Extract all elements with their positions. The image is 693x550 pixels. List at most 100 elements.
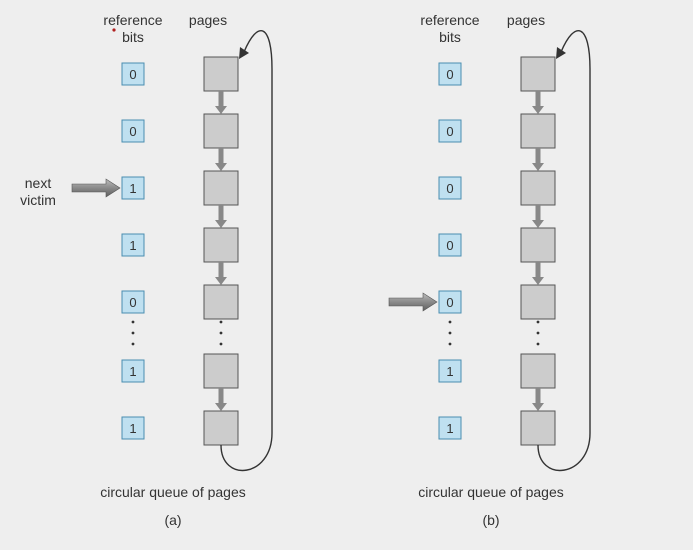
- reference-bit-box: [121, 416, 145, 440]
- reference-bit-box: [438, 416, 462, 440]
- reference-bit-box: [121, 176, 145, 200]
- next-page-arrow-head: [532, 277, 544, 285]
- reference-bit-box: [438, 62, 462, 86]
- reference-bit-value: 1: [446, 364, 453, 379]
- panel-label: (a): [164, 512, 181, 528]
- caption: circular queue of pages: [418, 484, 564, 500]
- reference-bit-box: [438, 119, 462, 143]
- next-page-arrow-head: [215, 403, 227, 411]
- reference-bits-column: 0 0 1 1 0 1 1: [121, 62, 145, 440]
- next-page-arrow-shaft: [218, 262, 224, 278]
- loop-arrowhead: [239, 47, 249, 59]
- ellipsis-dot: [131, 331, 135, 335]
- ellipsis-dot: [536, 331, 540, 335]
- reference-bit-value: 1: [129, 238, 136, 253]
- reference-bits-column: 0 0 0 0 0 1 1: [438, 62, 462, 440]
- page-box: [203, 56, 239, 92]
- pages-header: pages: [189, 12, 227, 28]
- reference-bit-value: 1: [129, 421, 136, 436]
- page-box: [203, 170, 239, 206]
- next-victim-pointer: [71, 178, 121, 198]
- reference-bit-box: [121, 290, 145, 314]
- clock-hand-arrow: [388, 292, 438, 312]
- ellipsis-dot: [448, 320, 452, 324]
- next-page-arrow-shaft: [535, 91, 541, 107]
- page-box: [520, 353, 556, 389]
- page-box: [520, 410, 556, 446]
- panel-a: reference bits pages 0 0 1 1 0 1 1 next victim…: [20, 12, 273, 528]
- reference-bit-value: 1: [129, 364, 136, 379]
- next-page-arrow-head: [215, 220, 227, 228]
- reference-bit-box: [121, 359, 145, 383]
- ellipsis-dot: [131, 342, 135, 346]
- reference-bit-value: 1: [129, 181, 136, 196]
- circular-queue-loop: [220, 30, 273, 472]
- ellipsis-dot: [219, 331, 223, 335]
- circular-queue-loop: [537, 30, 591, 472]
- page-box: [520, 227, 556, 263]
- next-page-arrow-head: [532, 106, 544, 114]
- ellipsis-dot: [536, 320, 540, 324]
- next-page-arrow-head: [215, 163, 227, 171]
- page-box: [203, 410, 239, 446]
- next-page-arrow-shaft: [535, 148, 541, 164]
- panel-b: reference bits pages 0 0 0 0 0 1 1 circular qu…: [388, 12, 591, 528]
- bits-header: bits: [439, 29, 461, 45]
- next-page-arrow-head: [215, 106, 227, 114]
- next-page-arrow-shaft: [218, 148, 224, 164]
- reference-header: reference: [420, 12, 479, 28]
- reference-bit-box: [121, 233, 145, 257]
- next-page-arrow-shaft: [218, 91, 224, 107]
- page-box: [520, 284, 556, 320]
- ellipsis-dot: [219, 342, 223, 346]
- next-page-arrow-shaft: [218, 388, 224, 404]
- victim-label: victim: [20, 192, 56, 208]
- reference-bit-box: [438, 176, 462, 200]
- next-page-arrow-shaft: [218, 205, 224, 221]
- reference-bit-box: [438, 359, 462, 383]
- next-page-arrow-head: [532, 220, 544, 228]
- pages-column: [203, 30, 273, 472]
- reference-bit-value: 0: [446, 181, 453, 196]
- reference-bit-value: 0: [129, 124, 136, 139]
- next-page-arrow-head: [532, 403, 544, 411]
- next-page-arrow-shaft: [535, 205, 541, 221]
- bits-header: bits: [122, 29, 144, 45]
- next-page-arrow-head: [215, 277, 227, 285]
- caption: circular queue of pages: [100, 484, 246, 500]
- page-box: [520, 113, 556, 149]
- reference-bit-value: 0: [446, 124, 453, 139]
- page-box: [203, 227, 239, 263]
- panel-label: (b): [482, 512, 499, 528]
- reference-bit-box: [438, 290, 462, 314]
- page-box: [520, 170, 556, 206]
- pages-column: [520, 30, 591, 472]
- reference-bit-value: 0: [129, 67, 136, 82]
- reference-bit-value: 1: [446, 421, 453, 436]
- reference-bit-value: 0: [446, 67, 453, 82]
- ellipsis-dot: [448, 342, 452, 346]
- red-dot-mark: [112, 28, 116, 32]
- reference-bit-value: 0: [446, 295, 453, 310]
- reference-bit-box: [438, 233, 462, 257]
- next-victim-pointer: [388, 292, 438, 312]
- reference-bit-box: [121, 119, 145, 143]
- ellipsis-dot: [219, 320, 223, 324]
- page-box: [520, 56, 556, 92]
- page-box: [203, 353, 239, 389]
- reference-bit-value: 0: [446, 238, 453, 253]
- ellipsis-dot: [448, 331, 452, 335]
- ellipsis-dot: [536, 342, 540, 346]
- page-box: [203, 113, 239, 149]
- next-page-arrow-head: [532, 163, 544, 171]
- pages-header: pages: [507, 12, 545, 28]
- loop-arrowhead: [556, 47, 566, 59]
- next-label: next: [25, 175, 52, 191]
- reference-header: reference: [103, 12, 162, 28]
- page-box: [203, 284, 239, 320]
- next-page-arrow-shaft: [535, 262, 541, 278]
- next-page-arrow-shaft: [535, 388, 541, 404]
- reference-bit-value: 0: [129, 295, 136, 310]
- clock-hand-arrow: [71, 178, 121, 198]
